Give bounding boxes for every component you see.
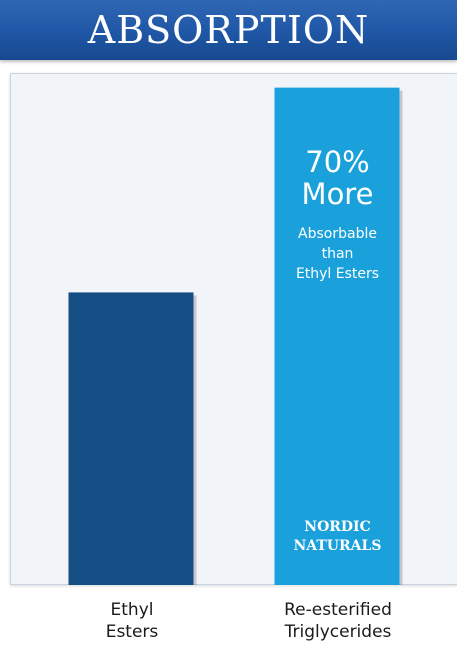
title-bar: ABSORPTION	[0, 0, 457, 60]
category-label-re-esterified-triglycerides: Re-esterified Triglycerides	[284, 600, 392, 642]
bar-annotation-headline: 70% More	[276, 146, 399, 210]
annotation-detail: Absorbable than Ethyl Esters	[295, 226, 380, 282]
chart-title: ABSORPTION	[87, 8, 370, 52]
bar-ethyl-esters	[68, 292, 194, 585]
category-label-ethyl-esters: Ethyl Esters	[105, 600, 159, 642]
annotation-more: More	[301, 177, 374, 211]
bar-re-esterified-triglycerides	[274, 87, 400, 585]
brand-label: NORDIC NATURALS	[293, 519, 382, 554]
annotation-percent: 70%	[305, 145, 370, 179]
